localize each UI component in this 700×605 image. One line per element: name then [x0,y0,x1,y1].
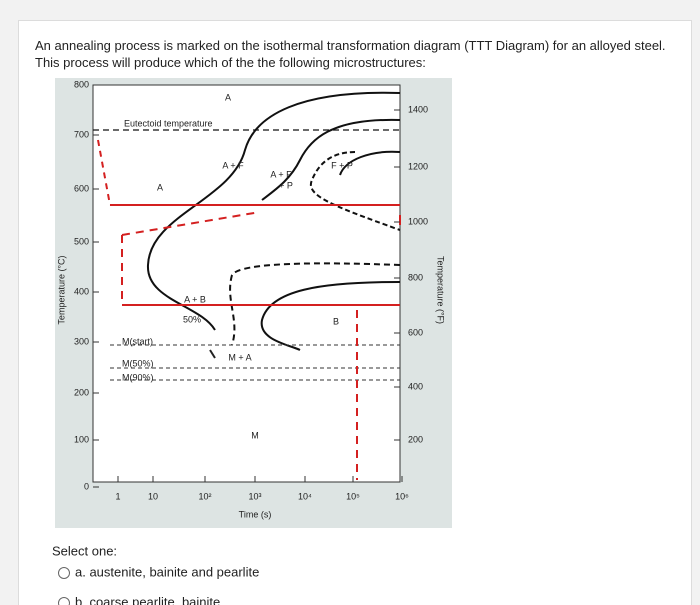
left-tick-label: 700 [74,129,89,139]
left-axis-label: Temperature (°C) [56,255,66,324]
question-text: An annealing process is marked on the is… [35,38,666,70]
region-label: A + B [184,294,206,304]
x-axis-label: Time (s) [239,509,272,519]
curves [93,91,401,351]
right-tick-label: 800 [408,272,423,282]
right-tick-label: 600 [408,327,423,337]
left-tick-label: 100 [74,434,89,444]
x-tick-label: 10³ [248,491,261,501]
x-tick-label: 10⁴ [298,491,312,501]
answer-prompt: Select one: [52,543,117,558]
region-label: M(90%) [122,372,154,382]
left-tick-label: 600 [74,183,89,193]
x-tick-label: 10⁶ [395,491,409,501]
radio-button[interactable] [58,597,70,605]
region-label: Eutectoid temperature [124,118,213,128]
martensite-lines [110,344,400,381]
answer-option[interactable]: a. austenite, bainite and pearlite [75,564,259,579]
left-tick-label: 0 [84,481,89,491]
region-label: B [333,316,339,326]
right-tick-label: 400 [408,381,423,391]
region-label: M(50%) [122,358,154,368]
region-label: F + P [331,160,353,170]
region-label: A [157,182,163,192]
x-tick-label: 1 [115,491,120,501]
annealing-path [97,139,401,480]
right-tick-label: 1200 [408,161,428,171]
region-label: A + F [270,169,292,179]
region-label: M(start) [122,336,153,346]
region-label: M + A [228,352,251,362]
region-label: + P [279,180,293,190]
right-tick-label: 1400 [408,104,428,114]
x-tick-label: 10² [198,491,211,501]
answer-option[interactable]: b. coarse pearlite, bainite [75,594,220,605]
left-tick-label: 500 [74,236,89,246]
right-tick-label: 200 [408,434,423,444]
left-tick-label: 300 [74,336,89,346]
left-tick-label: 200 [74,387,89,397]
region-label: A [225,92,231,102]
right-axis-label: Temperature (°F) [436,256,446,324]
region-label: M [251,430,259,440]
radio-button[interactable] [58,567,70,579]
left-tick-label: 800 [74,79,89,89]
region-label: A + F [222,160,244,170]
x-tick-label: 10⁵ [346,491,360,501]
left-tick-label: 400 [74,286,89,296]
right-tick-label: 1000 [408,216,428,226]
region-label: 50% [183,314,201,324]
x-tick-label: 10 [148,491,158,501]
